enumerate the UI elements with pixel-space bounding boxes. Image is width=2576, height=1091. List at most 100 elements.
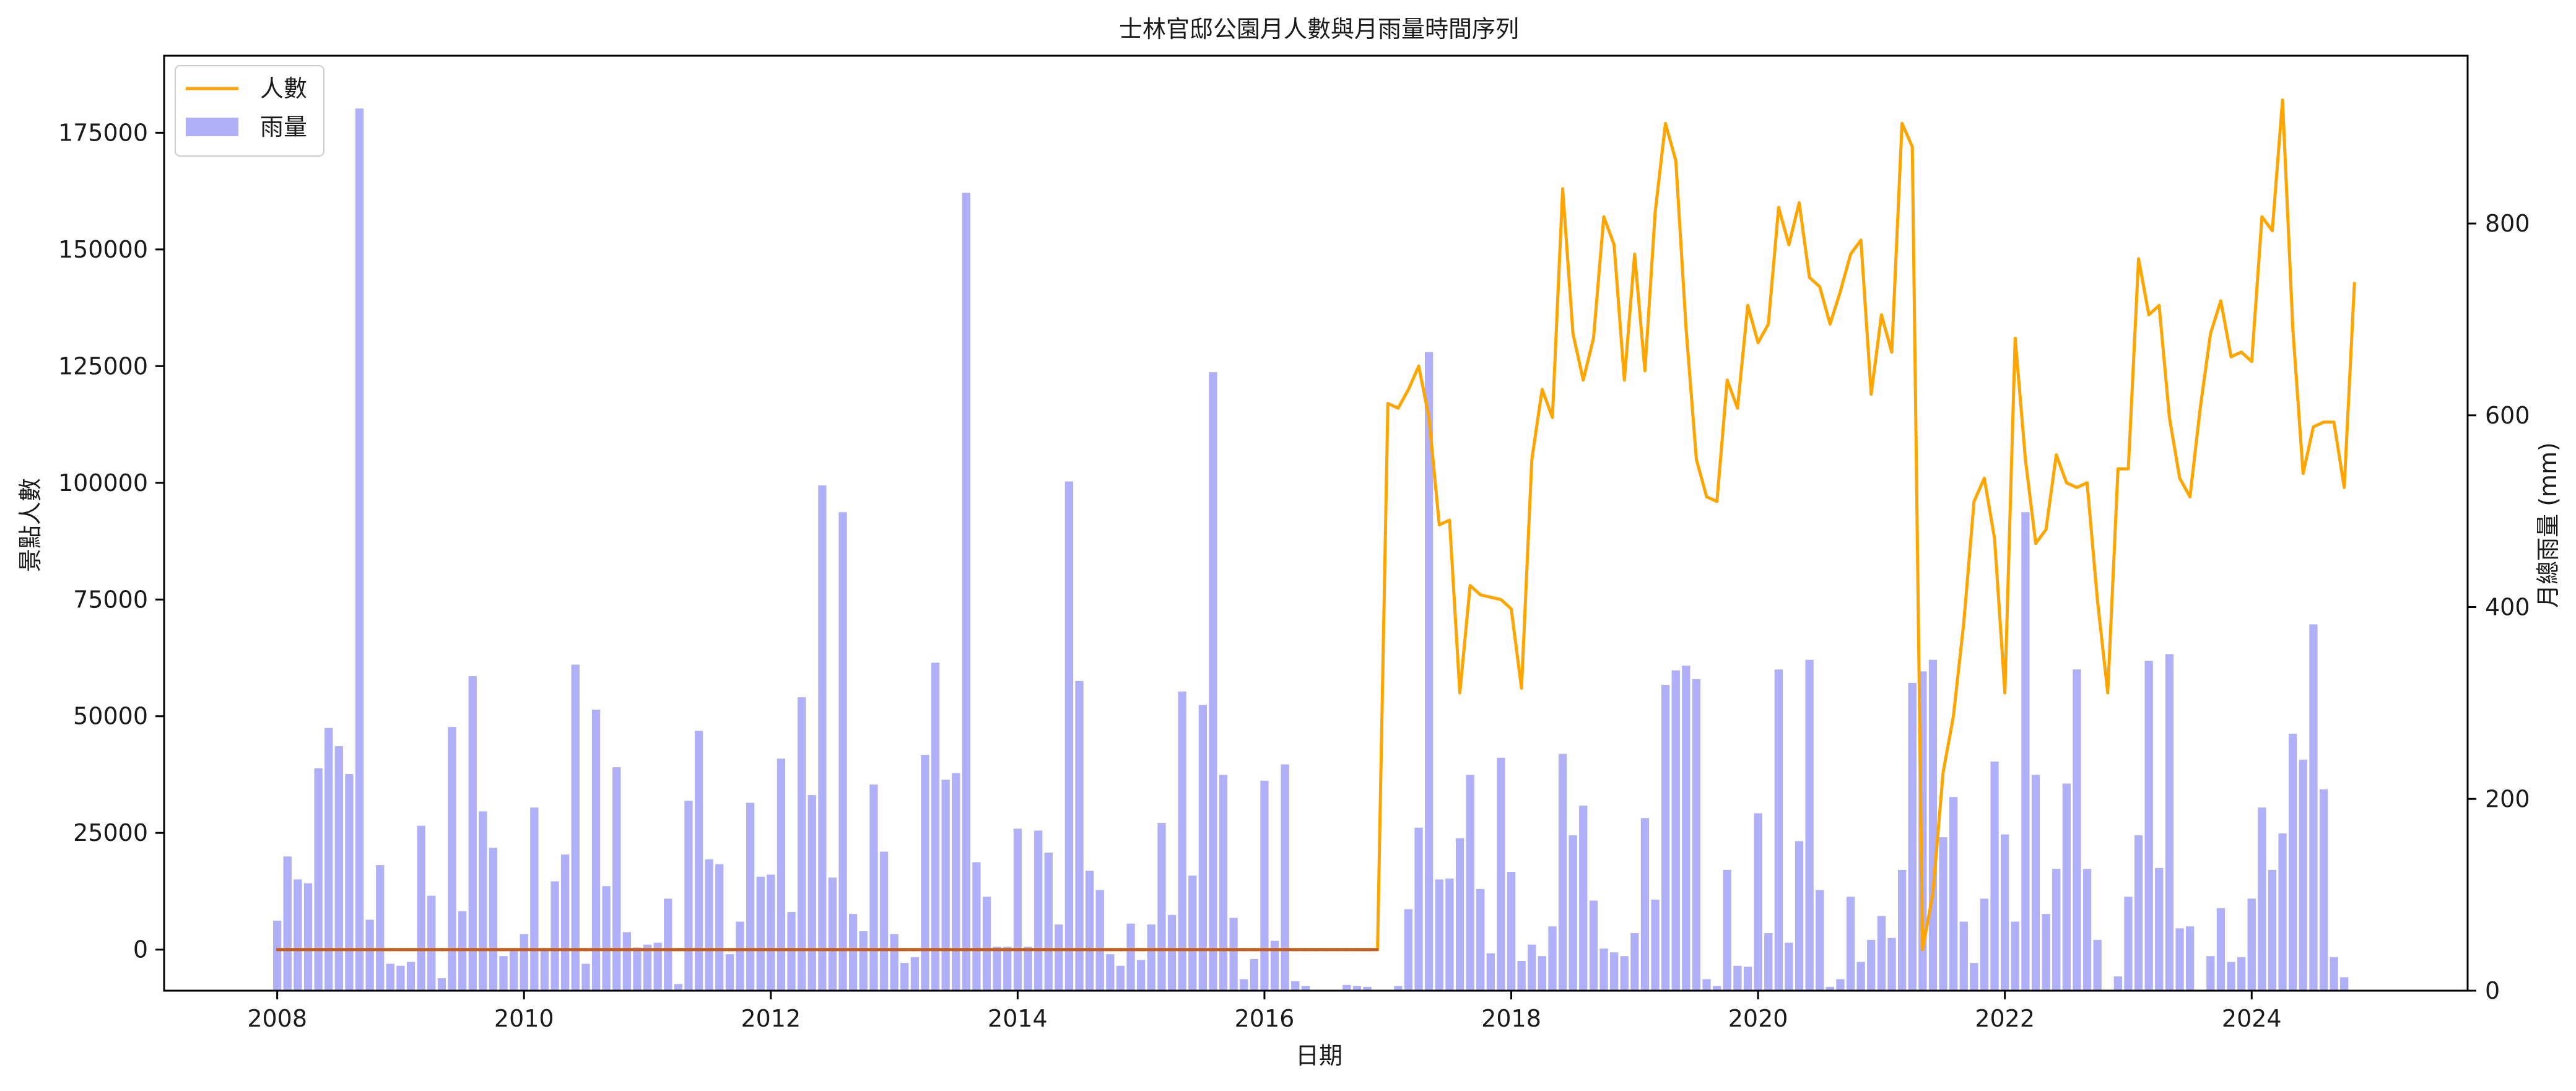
x-tick-label: 2018 [1481, 1005, 1541, 1032]
rain-bar [1147, 924, 1155, 991]
rain-bar [479, 811, 487, 991]
y-axis-left-label: 景點人數 [17, 478, 44, 572]
rain-bar [921, 755, 929, 991]
rain-bar [1672, 671, 1680, 991]
rain-bar [1209, 372, 1217, 991]
rain-bar [1188, 876, 1196, 991]
rain-bar [890, 934, 899, 991]
rain-bar [633, 947, 641, 991]
rain-bar [469, 676, 477, 991]
rain-bar [541, 949, 549, 991]
rain-bar [1857, 962, 1865, 991]
rain-bar [1106, 954, 1114, 991]
rain-bar [345, 774, 353, 991]
rain-bar [1260, 781, 1268, 991]
rain-bar [2206, 956, 2214, 991]
x-axis-label: 日期 [1295, 1042, 1342, 1069]
rain-bar [1651, 900, 1659, 991]
rain-bar [1548, 926, 1556, 991]
rain-bar [2186, 926, 2194, 991]
rain-bar [530, 807, 538, 991]
rain-bar [1014, 828, 1022, 991]
rain-bar [849, 914, 857, 991]
rain-bar [643, 945, 651, 991]
y-left-tick-label: 100000 [58, 469, 148, 497]
rain-bar [2063, 784, 2071, 991]
rain-bar [1836, 979, 1844, 991]
x-tick-label: 2024 [2222, 1005, 2282, 1032]
rain-bar [1250, 959, 1258, 991]
rain-bar [1024, 947, 1032, 991]
rain-bar [1702, 979, 1710, 991]
rain-bar [1126, 924, 1134, 991]
rain-bar [931, 663, 939, 991]
rain-bar [726, 954, 734, 991]
rain-bar [1908, 683, 1917, 991]
rain-bar [1960, 922, 1968, 991]
y-left-tick-label: 0 [133, 936, 148, 963]
rain-bar [1990, 762, 1998, 991]
rain-bar [2073, 669, 2081, 991]
y-right-tick-label: 800 [2485, 210, 2530, 237]
rain-bar [808, 795, 816, 991]
rain-bar [2032, 775, 2040, 991]
rain-bar [1096, 890, 1104, 991]
rain-bar [499, 956, 507, 991]
y-left-tick-label: 25000 [73, 819, 148, 846]
x-tick-label: 2022 [1975, 1005, 2035, 1032]
rain-bar [880, 851, 888, 991]
rain-bar [1281, 765, 1289, 991]
rain-bar [1199, 705, 1207, 991]
rain-bar [1137, 960, 1145, 991]
rain-bar [1764, 933, 1772, 991]
rain-bar [603, 886, 611, 991]
rain-bar [787, 912, 795, 991]
y-left-tick-label: 125000 [58, 352, 148, 380]
rain-bar [664, 898, 672, 991]
rain-bar [993, 947, 1001, 991]
rain-bar [1847, 897, 1855, 991]
rain-bar [1219, 775, 1227, 991]
rain-bar [581, 964, 590, 991]
rain-bar [550, 881, 559, 991]
rain-bar [2320, 789, 2328, 991]
rain-bar [2289, 734, 2297, 991]
y-right-tick-label: 200 [2485, 785, 2530, 812]
rain-bar [705, 859, 713, 991]
rain-bar [1497, 758, 1505, 991]
rain-bar [911, 957, 919, 991]
rain-bar [2258, 807, 2266, 991]
legend-entry-visitors: 人數 [260, 75, 307, 102]
rain-bar [1528, 945, 1536, 991]
rain-bar [510, 952, 518, 991]
rain-bar [2278, 833, 2286, 991]
rain-bar [859, 931, 868, 991]
rain-bar [1970, 963, 1978, 991]
rain-bar [438, 978, 446, 991]
rain-bar [962, 193, 970, 991]
rain-bar [1466, 775, 1474, 991]
rain-bar [1733, 966, 1741, 991]
rain-bar [273, 921, 281, 991]
rain-bar [1559, 754, 1567, 991]
rain-bar [1795, 841, 1803, 991]
rain-bar [1785, 943, 1793, 991]
rain-bar [2083, 869, 2091, 991]
rain-bar [1445, 879, 1453, 991]
rain-bar [746, 803, 754, 991]
rain-bar [1887, 938, 1895, 991]
rain-bar [2124, 897, 2132, 991]
rain-bar [1178, 692, 1186, 991]
rain-bar [983, 897, 991, 991]
rain-bar [1579, 806, 1587, 991]
rain-bar [2248, 898, 2256, 991]
chart-title: 士林官邸公園月人數與月雨量時間序列 [1119, 15, 1519, 43]
rain-bar [869, 785, 877, 991]
rain-bar [1929, 660, 1937, 991]
rain-bar [1744, 967, 1752, 991]
legend-swatch-bar [186, 118, 238, 136]
rain-bar [715, 864, 723, 991]
rain-bar [2227, 962, 2235, 991]
rain-bar [376, 865, 384, 991]
